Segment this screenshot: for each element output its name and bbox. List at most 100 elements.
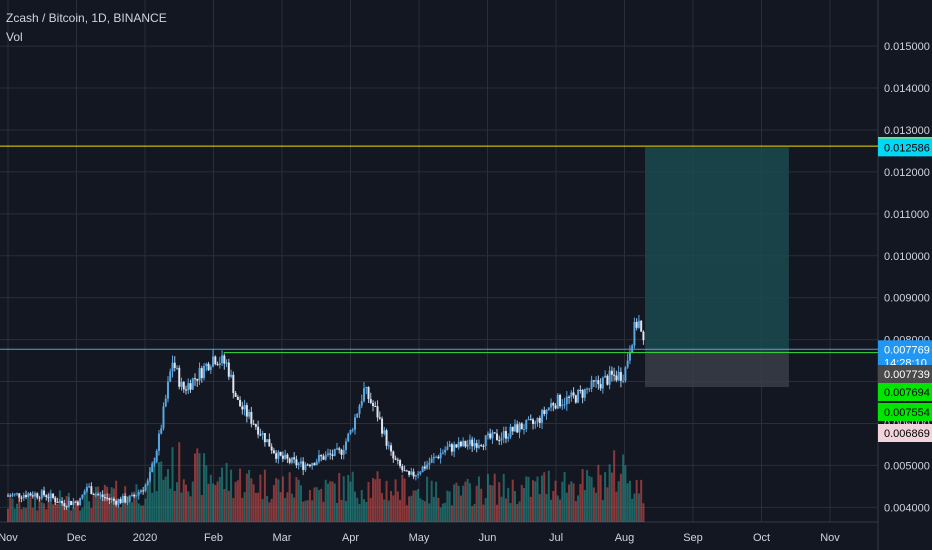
volume-bar [489,484,492,522]
candle-body [275,453,278,459]
volume-bar [29,494,32,522]
candle-body [541,410,544,423]
candle-body [331,454,334,456]
candle-body [637,320,640,328]
volume-bar [477,476,480,522]
candle-body [403,470,406,472]
volume-bar [302,501,305,522]
volume-bar [13,508,16,522]
volume-bar [369,498,372,522]
candle-body [146,480,149,485]
volume-bar [263,469,266,522]
volume-bar [482,504,485,522]
candle-body [175,367,178,369]
volume-bar [376,471,379,522]
candle-body [281,455,284,459]
candle-body [144,484,147,491]
volume-bar [169,488,172,522]
volume-bar [74,499,77,522]
candle-body [76,501,79,506]
candle-body [277,451,280,459]
candle-body [317,455,320,462]
volume-bar [577,495,580,522]
candle-body [189,383,192,390]
x-tick-label: Feb [204,532,223,544]
candle-body [480,445,483,447]
volume-bar [83,492,86,522]
volume-bar [106,486,109,522]
volume-bar [532,480,535,522]
volume-bar [254,492,257,522]
volume-bar [239,468,242,522]
volume-bar [308,490,311,522]
volume-bar [556,495,559,522]
volume-bar [387,500,390,522]
x-tick-label: Aug [615,532,635,544]
candle-body [65,506,68,508]
candle-body [286,454,289,459]
candle-body [36,493,39,498]
candle-body [601,377,604,389]
candle-body [124,495,127,503]
candle-body [112,498,115,501]
candle-body [218,363,221,365]
volume-bar [187,491,190,522]
candle-body [354,417,357,430]
volume-bar [128,494,131,522]
volume-bar [599,474,602,522]
volume-bar [559,499,562,522]
volume-bar [185,484,188,522]
candle-body [243,405,246,410]
candle-body [333,448,336,456]
candle-body [351,429,354,431]
volume-bar [466,478,469,522]
volume-bar [432,496,435,522]
volume-bar [509,503,512,522]
candle-body [221,355,224,364]
candle-body [315,461,318,466]
candle-body [166,381,169,399]
candle-body [171,362,174,372]
volume-bar [414,490,417,522]
volume-bar [232,497,235,522]
volume-bar [151,492,154,522]
candle-body [16,493,19,495]
volume-bar [349,481,352,522]
volume-bar [498,482,501,522]
volume-bar [227,490,230,522]
candle-body [191,378,194,390]
candle-body [340,449,343,455]
candle-body [9,495,12,497]
volume-bar [49,498,52,522]
volume-bar [281,476,284,522]
candle-body [520,423,523,430]
price-tag [878,403,932,421]
volume-bar [331,481,334,522]
candle-body [250,411,253,424]
candle-body [441,452,444,454]
price-tag [878,365,932,383]
volume-bar [484,498,487,522]
symbol-title[interactable]: Zcash / Bitcoin, 1D, BINANCE [6,11,167,25]
volume-bar [191,481,194,522]
volume-bar [360,489,363,522]
volume-bar [437,497,440,522]
candle-body [563,404,566,406]
candle-body [180,382,183,387]
volume-bar [189,496,192,522]
volume-bar [270,498,273,522]
candle-body [608,370,611,385]
candle-body [268,439,271,447]
candle-body [320,455,323,457]
candle-body [230,374,233,377]
candle-body [547,407,550,410]
candle-body [49,493,52,499]
volume-indicator-label[interactable]: Vol [6,30,23,44]
candle-body [139,490,142,493]
candle-body [581,390,584,398]
candle-body [426,464,429,469]
volume-bar [236,480,239,522]
volume-bar [162,479,165,522]
candle-body [151,463,154,473]
